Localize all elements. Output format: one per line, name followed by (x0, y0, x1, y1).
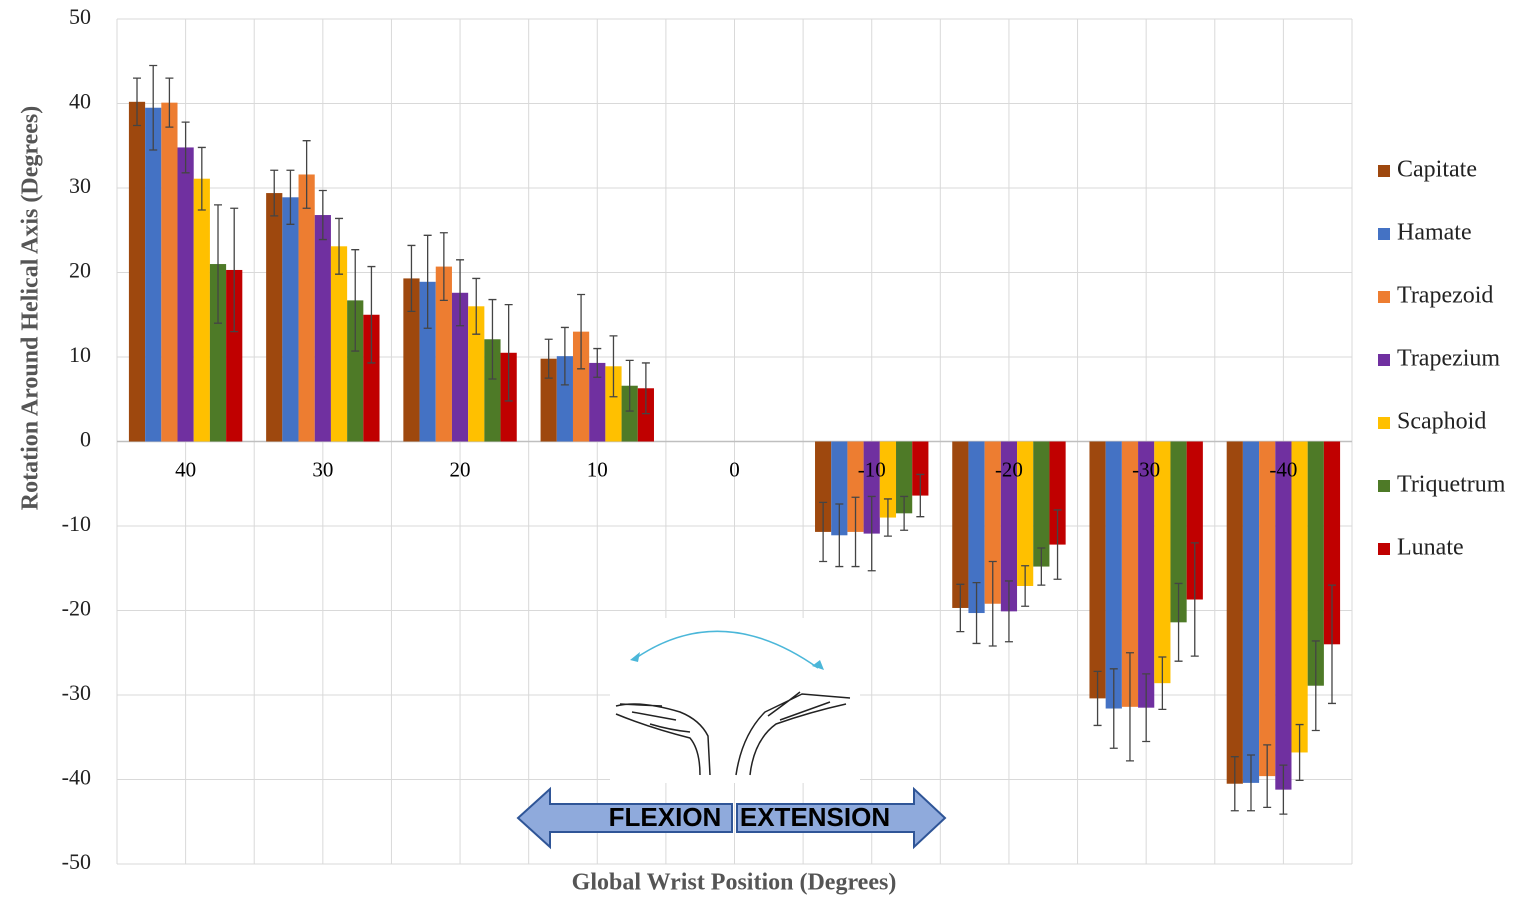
y-tick-label: -10 (62, 511, 91, 536)
x-tick-label: 0 (729, 457, 740, 481)
x-tick-label: -10 (858, 457, 886, 481)
bar (315, 215, 331, 441)
legend-label: Trapezium (1397, 346, 1500, 372)
x-tick-label: -20 (995, 457, 1023, 481)
bar (1243, 442, 1259, 783)
y-tick-label: -20 (62, 596, 91, 621)
bar (145, 108, 161, 442)
y-tick-label: -40 (62, 765, 91, 790)
y-tick-label: 10 (69, 342, 91, 367)
bar (1138, 442, 1154, 708)
y-tick-label: 0 (80, 427, 91, 452)
x-axis-label: Global Wrist Position (Degrees) (572, 870, 897, 896)
legend-swatch (1378, 543, 1390, 555)
y-tick-label: 30 (69, 173, 91, 198)
x-tick-label: 40 (175, 457, 196, 481)
bar (282, 197, 298, 441)
legend-swatch (1378, 291, 1390, 303)
legend-swatch (1378, 354, 1390, 366)
y-axis-label: Rotation Around Helical Axis (Degrees) (18, 106, 44, 510)
legend-swatch (1378, 165, 1390, 177)
illustration-bg (610, 618, 860, 783)
bar (161, 103, 177, 442)
bar (1259, 442, 1275, 777)
legend-swatch (1378, 480, 1390, 492)
y-tick-label: -30 (62, 680, 91, 705)
y-tick-label: 20 (69, 258, 91, 283)
x-tick-label: -40 (1269, 457, 1297, 481)
legend-label: Trapezoid (1397, 283, 1493, 309)
bar (194, 179, 210, 442)
legend-label: Scaphoid (1397, 409, 1486, 435)
bar (178, 147, 194, 441)
bar (266, 193, 282, 441)
x-tick-label: 10 (587, 457, 608, 481)
legend-label: Capitate (1397, 157, 1477, 183)
bar (1089, 442, 1105, 699)
y-tick-label: 50 (69, 4, 91, 29)
bar (129, 102, 145, 442)
bar (299, 174, 315, 441)
legend-swatch (1378, 417, 1390, 429)
annotation: FLEXION (609, 802, 722, 832)
bar (1227, 442, 1243, 784)
x-tick-label: 30 (312, 457, 333, 481)
x-tick-label: 20 (450, 457, 471, 481)
legend-label: Lunate (1397, 535, 1464, 561)
annotation: EXTENSION (740, 802, 890, 832)
y-tick-label: 40 (69, 89, 91, 114)
bar (331, 246, 347, 441)
illustration: FLEXION EXTENSION (518, 618, 945, 847)
bar (1291, 442, 1307, 753)
bar (952, 442, 968, 608)
legend-label: Triquetrum (1397, 472, 1506, 498)
legend: Capitate Hamate Trapezoid Trapezium Scaphoid… (1378, 157, 1506, 561)
legend-swatch (1378, 228, 1390, 240)
legend-label: Hamate (1397, 220, 1472, 246)
bar (1275, 442, 1291, 790)
chart: Rotation Around Helical Axis (Degrees) G… (0, 0, 1535, 900)
y-tick-label: -50 (62, 849, 91, 874)
x-tick-label: -30 (1132, 457, 1160, 481)
